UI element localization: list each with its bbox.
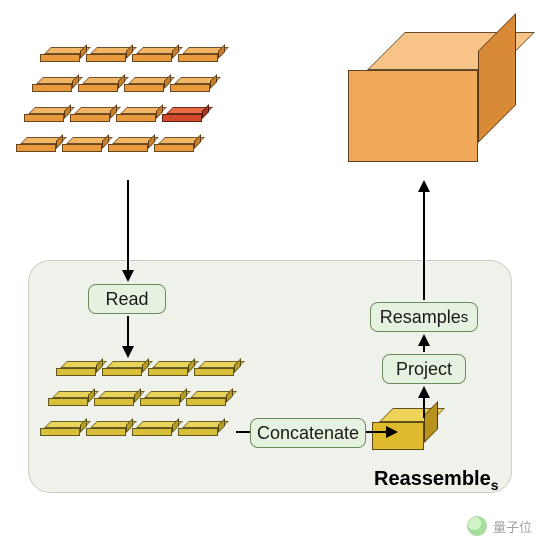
project-box: Project xyxy=(382,354,466,384)
wechat-icon xyxy=(467,516,487,536)
token-bar xyxy=(78,84,125,99)
token-bar xyxy=(48,398,95,413)
token-bar xyxy=(56,368,103,383)
token-bar xyxy=(132,54,179,69)
token-bar xyxy=(194,368,241,383)
token-bar xyxy=(186,398,233,413)
token-bar xyxy=(132,428,179,443)
token-bar xyxy=(102,368,149,383)
token-bar xyxy=(140,398,187,413)
token-bar xyxy=(148,368,195,383)
token-bar xyxy=(16,144,63,159)
token-bar xyxy=(86,428,133,443)
token-bar xyxy=(170,84,217,99)
token-bar xyxy=(162,114,209,129)
watermark: 量子位 xyxy=(467,516,532,536)
resample-box: Resamples xyxy=(370,302,478,332)
token-bar xyxy=(116,114,163,129)
token-bar xyxy=(108,144,155,159)
token-bar xyxy=(94,398,141,413)
token-bar xyxy=(40,54,87,69)
concatenate-box: Concatenate xyxy=(250,418,366,448)
token-bar xyxy=(178,54,225,69)
token-bar xyxy=(24,114,71,129)
token-bar xyxy=(86,54,133,69)
reassemble-label: Reassembles xyxy=(374,468,499,493)
read-box: Read xyxy=(88,284,166,314)
token-bar xyxy=(40,428,87,443)
watermark-text: 量子位 xyxy=(493,517,532,536)
token-bar xyxy=(70,114,117,129)
token-bar xyxy=(62,144,109,159)
token-bar xyxy=(154,144,201,159)
token-bar xyxy=(32,84,79,99)
token-bar xyxy=(178,428,225,443)
token-bar xyxy=(124,84,171,99)
